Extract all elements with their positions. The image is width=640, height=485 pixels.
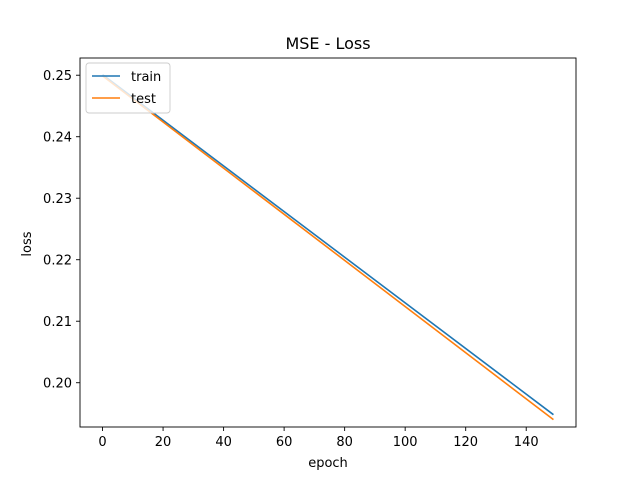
x-tick-label: 120 [453, 435, 478, 450]
x-tick-label: 80 [336, 435, 353, 450]
legend: train test [85, 62, 171, 114]
y-tick-label: 0.24 [43, 131, 72, 146]
y-tick-label: 0.22 [43, 254, 72, 269]
series-line-train [102, 73, 554, 416]
series-line-test [102, 75, 554, 421]
y-tick-label: 0.21 [43, 315, 72, 330]
x-tick-label: 100 [393, 435, 418, 450]
legend-label-test: test [131, 92, 156, 107]
chart-title: MSE - Loss [285, 34, 370, 53]
x-tick-label: 20 [155, 435, 172, 450]
x-tick-label: 60 [276, 435, 293, 450]
legend-label-train: train [131, 70, 161, 85]
y-tick-label: 0.23 [43, 192, 72, 207]
y-tick-label: 0.20 [43, 377, 72, 392]
x-axis-label: epoch [308, 456, 348, 471]
x-tick-label: 40 [215, 435, 232, 450]
x-tick-label: 140 [514, 435, 539, 450]
y-tick-label: 0.25 [43, 69, 72, 84]
axes-frame [79, 57, 577, 428]
x-tick-label: 0 [98, 435, 106, 450]
y-axis-label: loss [20, 231, 35, 256]
plot-area: 0 20 40 60 80 100 120 140 0.20 0.21 0.22 0.23 0.24 0.… [43, 57, 577, 450]
